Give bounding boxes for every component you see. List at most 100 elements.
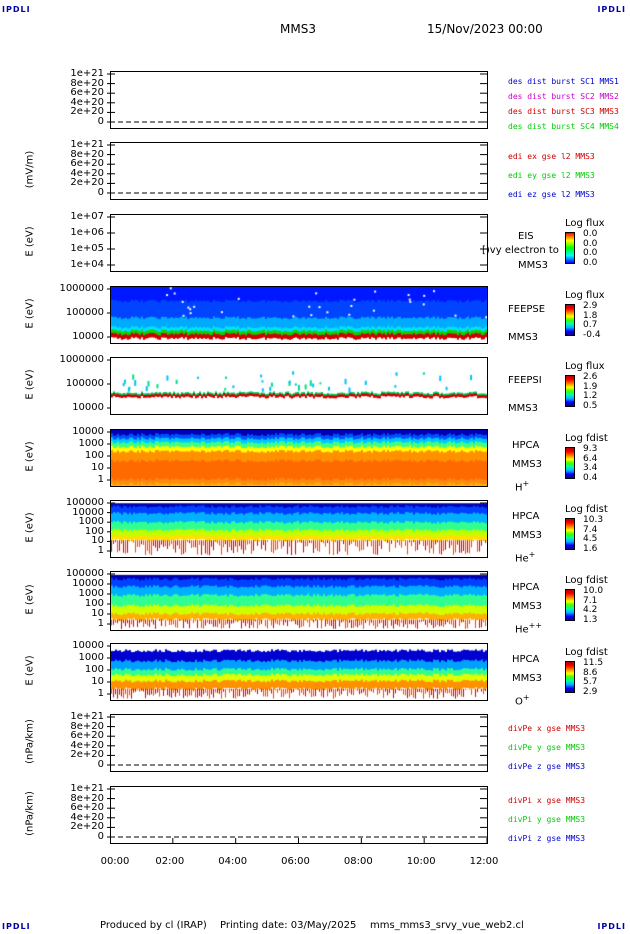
y-tick-label: 100000 <box>65 497 104 508</box>
instrument-label: MMS3 <box>518 260 548 271</box>
y-tick-label: 0 <box>97 187 104 198</box>
species-charge: + <box>522 693 530 702</box>
instrument-label: MMS3 <box>512 601 542 612</box>
instrument-label: EIS <box>518 231 534 242</box>
colorbar-title: Log fdist <box>565 504 608 515</box>
colorbar-value: 0.0 <box>583 248 598 258</box>
legend-entry: divPi z gse MMS3 <box>508 834 586 843</box>
species-label: H+ <box>515 479 529 493</box>
instrument-label: HPCA <box>512 511 540 522</box>
species-name: H <box>515 482 523 494</box>
y-tick-label: 100000 <box>65 568 104 579</box>
spectrogram-hpca_o <box>111 644 487 700</box>
species-label: He+ <box>515 550 535 564</box>
colorbar-value: 6.4 <box>583 453 598 464</box>
y-tick-label: 4e+20 <box>70 96 104 108</box>
legend-entry: des dist burst SC4 MMS4 <box>508 122 619 131</box>
zero-line-svg <box>110 764 488 766</box>
x-tick-label: 10:00 <box>406 856 436 867</box>
panel-ticks <box>107 216 488 266</box>
colorbar-value: 0.5 <box>583 400 598 411</box>
y-tick-label: 10000 <box>72 578 104 589</box>
x-tick-label: 04:00 <box>218 856 248 867</box>
y-tick-label: 1e+21 <box>70 68 104 79</box>
footer-produced: Produced by cl (IRAP) <box>100 920 207 931</box>
y-tick-label: 10000 <box>72 506 104 518</box>
instrument-label: MMS3 <box>512 673 542 684</box>
legend-entry: divPi x gse MMS3 <box>508 796 586 805</box>
colorbar-value: 1.8 <box>583 310 598 321</box>
legend-entry: edi ex gse l2 MMS3 <box>508 152 595 161</box>
panel-des <box>110 71 488 129</box>
y-tick-label: 100 <box>84 525 104 537</box>
y-tick-label: 10 <box>91 535 104 547</box>
colorbar-title: Log fdist <box>565 575 608 586</box>
legend-entry: divPi y gse MMS3 <box>508 815 586 824</box>
panel-ticks <box>107 144 488 194</box>
y-tick-label: 0 <box>97 759 104 770</box>
species-charge: + <box>528 550 536 559</box>
x-tick-label: 00:00 <box>100 856 130 867</box>
species-name: He <box>515 553 529 565</box>
corner-label-tl: IPDLI <box>2 5 31 14</box>
y-tick-label: 1000 <box>78 438 104 449</box>
y-tick-label: 1e+04 <box>70 259 104 270</box>
instrument-label: MMS3 <box>508 403 538 414</box>
colorbar <box>565 304 575 336</box>
y-tick-label: 0 <box>97 831 104 842</box>
y-tick-label: 1 <box>97 618 104 629</box>
footer-script: mms_mms3_srvy_vue_web2.cl <box>370 920 524 931</box>
y-tick-label: 10 <box>91 462 104 473</box>
y-tick-label: 0 <box>97 116 104 127</box>
colorbar-title: Log flux <box>565 218 605 229</box>
y-axis-label: E (eV) <box>24 226 36 257</box>
legend-entry: divPe x gse MMS3 <box>508 724 586 733</box>
legend-entry: des dist burst SC2 MMS2 <box>508 92 619 101</box>
legend-entry: des dist burst SC1 MMS1 <box>508 77 619 86</box>
y-tick-label: 2e+20 <box>70 177 104 189</box>
legend-entry: edi ey gse l2 MMS3 <box>508 171 595 180</box>
corner-label-br: IPDLI <box>597 922 626 931</box>
y-tick-label: 4e+20 <box>70 811 104 823</box>
y-tick-label: 100 <box>84 664 104 675</box>
colorbar-value: 8.6 <box>583 667 598 678</box>
colorbar-value: -0.4 <box>583 329 601 340</box>
y-tick-label: 1 <box>97 474 104 485</box>
y-tick-label: 6e+20 <box>70 802 104 814</box>
colorbar-title: Log fdist <box>565 647 608 658</box>
y-tick-label: 6e+20 <box>70 158 104 170</box>
colorbar-value: 1.9 <box>583 381 598 392</box>
colorbar-value: 0.4 <box>583 472 598 483</box>
y-tick-label: 10000 <box>72 402 104 413</box>
y-tick-label: 1e+06 <box>70 227 104 238</box>
zero-line-svg <box>110 836 488 838</box>
colorbar-value: 0.0 <box>583 229 598 239</box>
spectrogram-feepsi <box>111 358 487 414</box>
y-tick-label: 100 <box>84 450 104 461</box>
date-title: 15/Nov/2023 00:00 <box>427 22 543 36</box>
spectrogram-hpca_h <box>111 430 487 486</box>
y-tick-label: 8e+20 <box>70 720 104 732</box>
colorbar-value: 0.0 <box>583 238 598 249</box>
y-tick-label: 1000 <box>78 516 104 528</box>
instrument-label: HPCA <box>512 440 540 451</box>
panel-divpe <box>110 714 488 772</box>
colorbar-value: 1.2 <box>583 391 598 401</box>
spectrogram-hpca_he <box>111 501 487 557</box>
y-tick-label: 10000 <box>72 640 104 651</box>
spectrogram-feepse <box>111 287 487 343</box>
y-tick-label: 1e+07 <box>70 211 104 222</box>
y-tick-label: 10000 <box>72 426 104 437</box>
zero-line-svg <box>110 121 488 123</box>
y-axis-label: E (eV) <box>24 584 36 615</box>
y-tick-label: 1000 <box>78 652 104 663</box>
y-tick-label: 100000 <box>65 378 104 389</box>
colorbar <box>565 518 575 550</box>
x-tick-marks <box>110 838 488 844</box>
panel-ticks <box>107 788 488 838</box>
panel-edi <box>110 142 488 200</box>
colorbar-value: 7.4 <box>583 524 598 535</box>
panel-divpi <box>110 786 488 844</box>
zero-line-svg <box>110 192 488 194</box>
x-tick-label: 08:00 <box>343 856 373 867</box>
